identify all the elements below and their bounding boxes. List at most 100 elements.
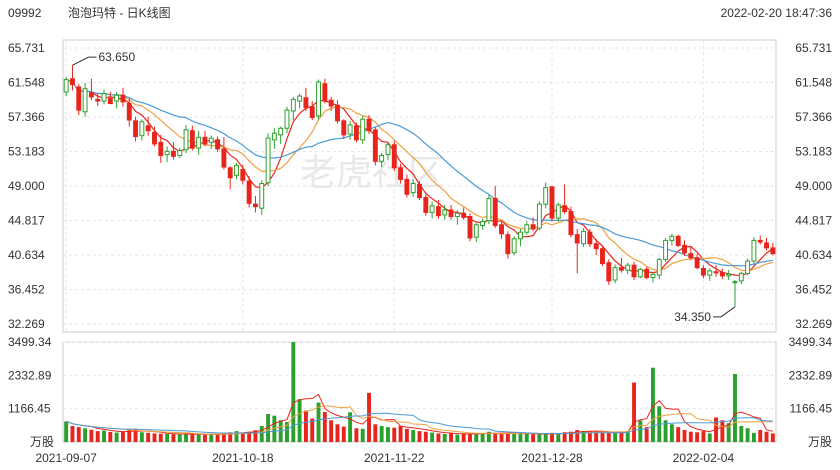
grid bbox=[62, 39, 777, 443]
candle-body bbox=[391, 144, 397, 169]
volume-bar bbox=[102, 430, 106, 442]
volume-bar bbox=[228, 432, 233, 442]
candle-body bbox=[562, 205, 568, 213]
axes: 65.731 65.731 61.548 61.548 57.366 57.366 53.1… bbox=[8, 41, 832, 465]
volume-bar bbox=[316, 402, 321, 442]
volume-bar bbox=[139, 432, 144, 442]
candle-body bbox=[751, 239, 757, 262]
volume-unit-left: 万股 bbox=[30, 435, 54, 449]
candle-body bbox=[543, 187, 549, 205]
candle-body bbox=[417, 183, 422, 199]
candle-body bbox=[726, 273, 732, 277]
candle-body bbox=[278, 127, 284, 136]
volume-bar bbox=[303, 410, 308, 442]
volume-bar bbox=[114, 432, 119, 442]
candle-body bbox=[221, 148, 227, 168]
candle-body bbox=[650, 273, 656, 279]
volume-bar bbox=[543, 433, 548, 442]
volume-bar bbox=[726, 423, 731, 442]
candle-body bbox=[461, 212, 467, 218]
candle-body bbox=[120, 94, 126, 103]
volume-bar bbox=[764, 431, 769, 442]
volume-bar bbox=[234, 431, 239, 442]
candle-body bbox=[770, 247, 776, 255]
volume-bar bbox=[272, 415, 277, 442]
volume-bar bbox=[430, 432, 435, 442]
price-tick-label-left: 36.452 bbox=[8, 282, 45, 296]
volume-bar bbox=[625, 431, 630, 442]
volume-bar bbox=[171, 434, 176, 442]
volume-bar bbox=[108, 431, 113, 442]
candle-body bbox=[606, 262, 612, 282]
annotations: 63.650 34.350 bbox=[72, 50, 736, 324]
candle-body bbox=[587, 231, 593, 245]
price-tick-label-left: 49.000 bbox=[8, 179, 45, 193]
volume-bar bbox=[562, 432, 567, 442]
candlesticks bbox=[63, 65, 776, 307]
candle-body bbox=[448, 209, 454, 218]
date-tick-label: 2021-09-07 bbox=[35, 451, 97, 465]
volume-bar bbox=[770, 433, 775, 442]
volume-bar bbox=[531, 434, 536, 442]
price-tick-label-left: 61.548 bbox=[8, 76, 45, 90]
volume-bar bbox=[606, 432, 611, 442]
candle-body bbox=[189, 130, 195, 149]
volume-tick-label-left: 3499.34 bbox=[8, 335, 52, 349]
volume-tick-label-right: 1166.45 bbox=[790, 402, 833, 416]
volume-tick-label-left: 1166.45 bbox=[8, 402, 51, 416]
volume-bar bbox=[184, 433, 188, 442]
candle-body bbox=[215, 139, 221, 150]
candle-body bbox=[372, 129, 378, 162]
candle-body bbox=[158, 141, 164, 156]
candle-body bbox=[95, 98, 101, 102]
candle-body bbox=[353, 125, 359, 141]
candle-body bbox=[574, 234, 580, 244]
volume-bar bbox=[632, 382, 636, 442]
date-tick-label: 2021-10-18 bbox=[212, 451, 274, 465]
candle-body bbox=[631, 264, 637, 278]
volume-bar bbox=[203, 434, 207, 442]
candle-body bbox=[757, 239, 763, 243]
candle-body bbox=[442, 209, 448, 216]
candle-body bbox=[625, 264, 631, 271]
volume-bar bbox=[663, 420, 668, 442]
volume-bar bbox=[348, 412, 353, 442]
volume-bar bbox=[695, 432, 700, 442]
candle-body bbox=[404, 178, 410, 195]
price-tick-label-left: 57.366 bbox=[8, 110, 45, 124]
volume-bars bbox=[64, 342, 775, 442]
price-tick-label-right: 32.269 bbox=[795, 317, 832, 331]
candle-body bbox=[271, 132, 277, 141]
volume-unit-right: 万股 bbox=[808, 435, 832, 449]
volume-bar bbox=[707, 433, 712, 442]
candle-body bbox=[398, 167, 404, 180]
volume-bar bbox=[442, 433, 447, 442]
volume-bar bbox=[455, 434, 460, 442]
high-pointer bbox=[72, 56, 97, 66]
candle-body bbox=[536, 203, 542, 229]
volume-tick-label-left: 2332.89 bbox=[8, 368, 52, 382]
price-tick-label-left: 65.731 bbox=[8, 41, 45, 55]
candle-body bbox=[139, 121, 145, 137]
volume-bar bbox=[373, 424, 378, 442]
volume-bar bbox=[480, 433, 485, 442]
volume-bar bbox=[127, 429, 132, 442]
candle-body bbox=[152, 131, 157, 145]
candle-body bbox=[486, 197, 492, 222]
candle-body bbox=[656, 258, 662, 276]
candle-body bbox=[246, 180, 252, 204]
volume-bar bbox=[701, 431, 706, 442]
volume-bar bbox=[423, 431, 428, 442]
candle-body bbox=[208, 137, 214, 143]
candle-body bbox=[366, 118, 372, 132]
volume-ma-5-line bbox=[66, 393, 773, 435]
volume-bar bbox=[120, 431, 125, 442]
volume-bar bbox=[524, 433, 529, 442]
volume-bar bbox=[76, 427, 81, 442]
volume-bar bbox=[474, 433, 479, 442]
volume-bar bbox=[133, 428, 138, 442]
volume-bar bbox=[146, 432, 151, 442]
volume-bar bbox=[505, 432, 510, 442]
candle-body bbox=[202, 136, 208, 145]
